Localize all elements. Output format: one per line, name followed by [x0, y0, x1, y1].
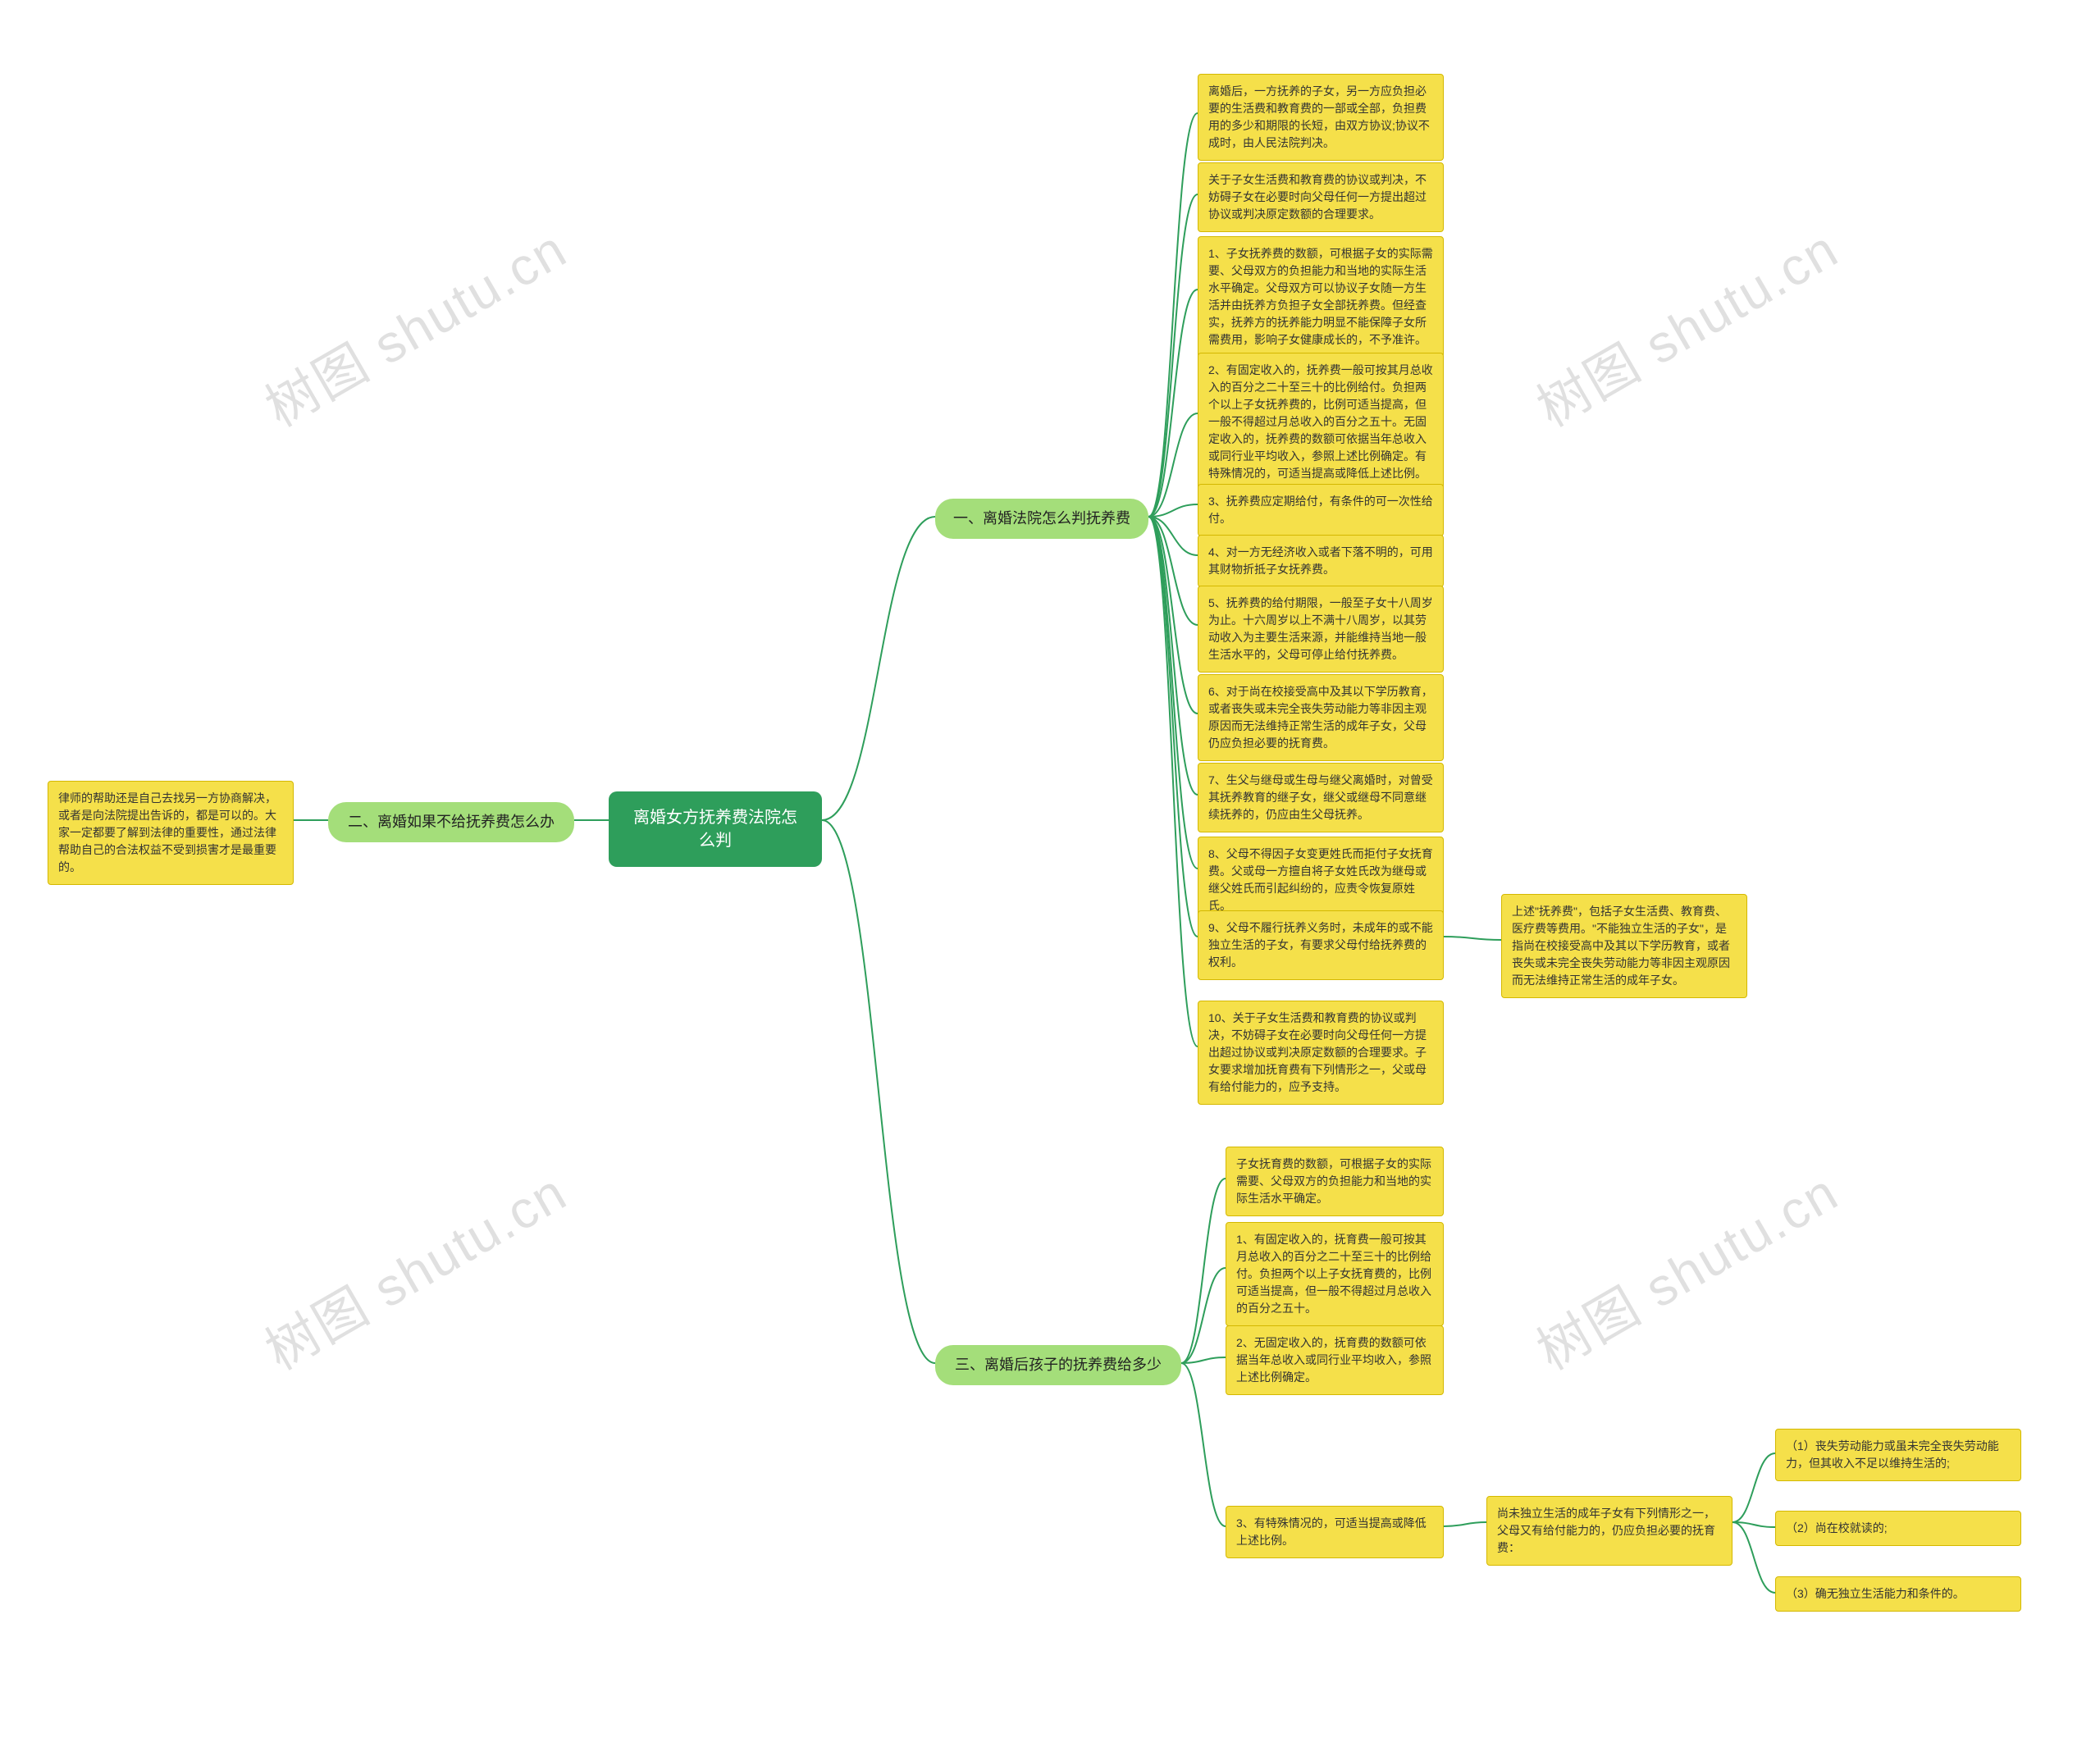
- root-node[interactable]: 离婚女方抚养费法院怎么判: [609, 791, 822, 867]
- leaf-node: 5、抚养费的给付期限，一般至子女十八周岁为止。十六周岁以上不满十八周岁，以其劳动…: [1198, 586, 1444, 673]
- leaf-node: 4、对一方无经济收入或者下落不明的，可用其财物折抵子女抚养费。: [1198, 535, 1444, 587]
- leaf-node: （2）尚在校就读的;: [1775, 1511, 2021, 1546]
- leaf-node: （1）丧失劳动能力或虽未完全丧失劳动能力，但其收入不足以维持生活的;: [1775, 1429, 2021, 1481]
- leaf-node: 10、关于子女生活费和教育费的协议或判决，不妨碍子女在必要时向父母任何一方提出超…: [1198, 1001, 1444, 1105]
- leaf-node: 3、有特殊情况的，可适当提高或降低上述比例。: [1226, 1506, 1444, 1558]
- leaf-node: （3）确无独立生活能力和条件的。: [1775, 1576, 2021, 1612]
- leaf-node: 关于子女生活费和教育费的协议或判决，不妨碍子女在必要时向父母任何一方提出超过协议…: [1198, 162, 1444, 232]
- section-node[interactable]: 一、离婚法院怎么判抚养费: [935, 499, 1148, 539]
- leaf-node: 1、有固定收入的，抚育费一般可按其月总收入的百分之二十至三十的比例给付。负担两个…: [1226, 1222, 1444, 1326]
- leaf-node: 1、子女抚养费的数额，可根据子女的实际需要、父母双方的负担能力和当地的实际生活水…: [1198, 236, 1444, 358]
- watermark: 树图 shutu.cn: [249, 208, 578, 442]
- leaf-node: 3、抚养费应定期给付，有条件的可一次性给付。: [1198, 484, 1444, 536]
- section-node[interactable]: 三、离婚后孩子的抚养费给多少: [935, 1345, 1181, 1385]
- leaf-node: 7、生父与继母或生母与继父离婚时，对曾受其抚养教育的继子女，继父或继母不同意继续…: [1198, 763, 1444, 832]
- watermark: 树图 shutu.cn: [249, 1151, 578, 1385]
- leaf-node: 尚未独立生活的成年子女有下列情形之一，父母又有给付能力的，仍应负担必要的抚育费：: [1486, 1496, 1732, 1566]
- leaf-node: 上述"抚养费"，包括子女生活费、教育费、医疗费等费用。"不能独立生活的子女"，是…: [1501, 894, 1747, 998]
- watermark: 树图 shutu.cn: [1521, 208, 1850, 442]
- leaf-node: 6、对于尚在校接受高中及其以下学历教育，或者丧失或未完全丧失劳动能力等非因主观原…: [1198, 674, 1444, 761]
- leaf-node: 9、父母不履行抚养义务时，未成年的或不能独立生活的子女，有要求父母付给抚养费的权…: [1198, 910, 1444, 980]
- watermark: 树图 shutu.cn: [1521, 1151, 1850, 1385]
- leaf-node: 子女抚育费的数额，可根据子女的实际需要、父母双方的负担能力和当地的实际生活水平确…: [1226, 1147, 1444, 1216]
- leaf-node: 2、无固定收入的，抚育费的数额可依据当年总收入或同行业平均收入，参照上述比例确定…: [1226, 1325, 1444, 1395]
- section-node[interactable]: 二、离婚如果不给抚养费怎么办: [328, 802, 574, 842]
- leaf-node: 离婚后，一方抚养的子女，另一方应负担必要的生活费和教育费的一部或全部，负担费用的…: [1198, 74, 1444, 161]
- leaf-node: 律师的帮助还是自己去找另一方协商解决，或者是向法院提出告诉的，都是可以的。大家一…: [48, 781, 294, 885]
- leaf-node: 2、有固定收入的，抚养费一般可按其月总收入的百分之二十至三十的比例给付。负担两个…: [1198, 353, 1444, 491]
